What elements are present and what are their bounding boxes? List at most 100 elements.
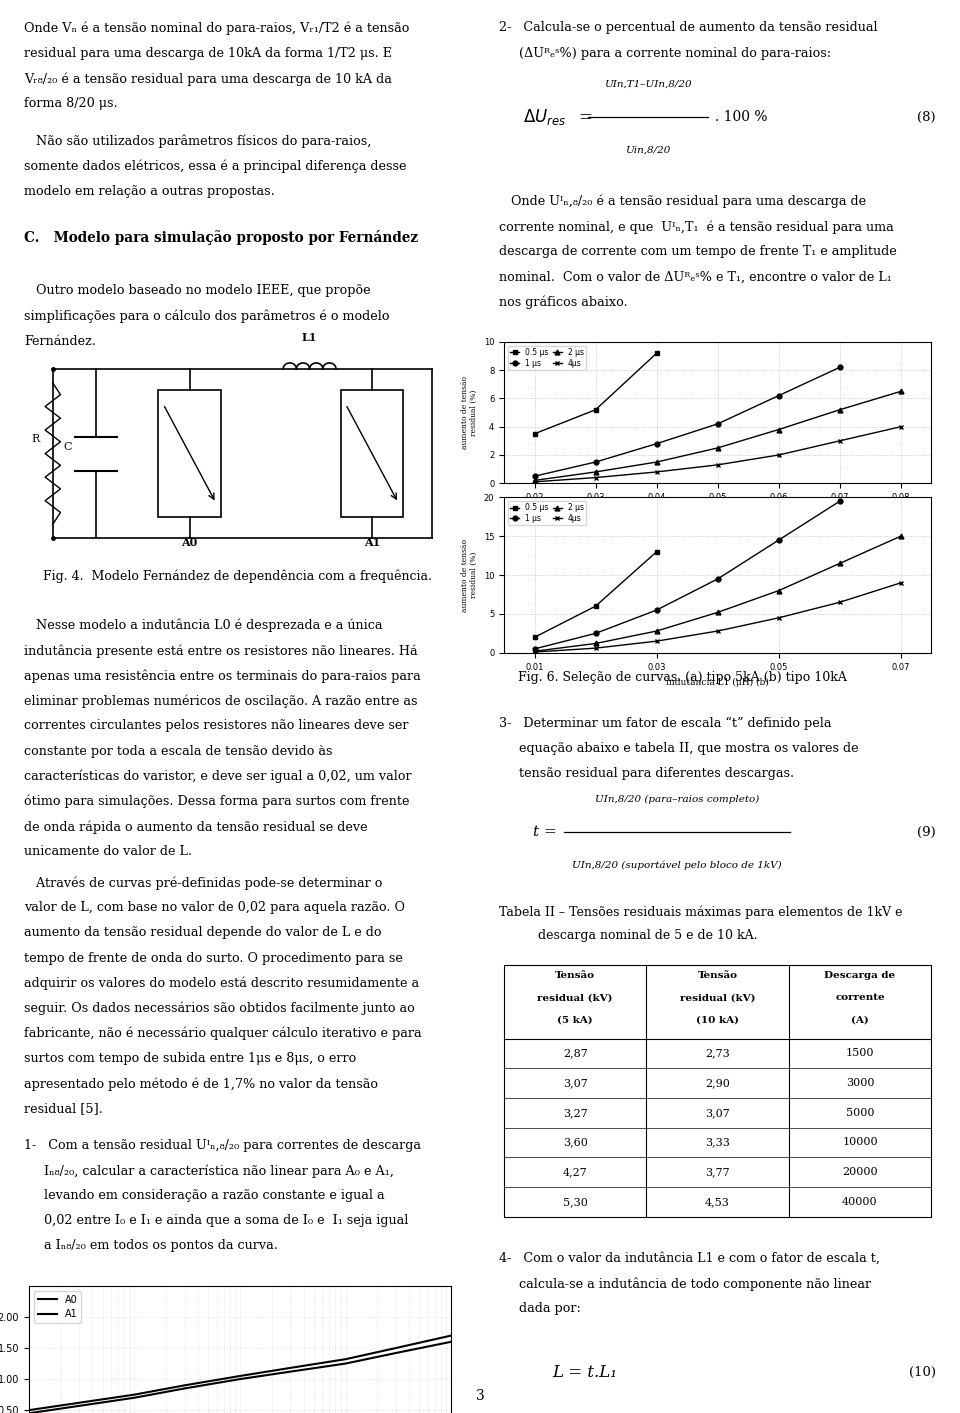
- A0: [179, 1376, 190, 1393]
- 1 μs: [529, 640, 540, 657]
- Y-axis label: aumento de tensão
residual (%): aumento de tensão residual (%): [461, 538, 478, 612]
- Text: UIn,T1–UIn,8/20: UIn,T1–UIn,8/20: [604, 81, 691, 89]
- Text: 3,77: 3,77: [706, 1167, 730, 1177]
- Text: apresentado pelo método é de 1,7% no valor da tensão: apresentado pelo método é de 1,7% no val…: [24, 1077, 378, 1091]
- 1 μs: [589, 454, 601, 471]
- Text: de onda rápida o aumento da tensão residual se deve: de onda rápida o aumento da tensão resid…: [24, 820, 368, 834]
- Text: UIn,8/20 (para–raios completo): UIn,8/20 (para–raios completo): [595, 796, 759, 804]
- Text: Tensão: Tensão: [698, 971, 737, 979]
- Text: modelo em relação a outras propostas.: modelo em relação a outras propostas.: [24, 185, 275, 198]
- Text: tensão residual para diferentes descargas.: tensão residual para diferentes descarga…: [499, 767, 794, 780]
- Text: A0: A0: [181, 537, 198, 548]
- 1 μs: [834, 493, 846, 510]
- X-axis label: indutância L1 (μH) (a): indutância L1 (μH) (a): [666, 507, 769, 517]
- Text: simplificações para o cálculo dos parâmetros é o modelo: simplificações para o cálculo dos parâme…: [24, 309, 390, 324]
- Text: 2,73: 2,73: [706, 1048, 730, 1058]
- Text: forma 8/20 μs.: forma 8/20 μs.: [24, 97, 118, 110]
- 4μs: [529, 473, 540, 490]
- 4μs: [589, 640, 601, 657]
- Text: constante por toda a escala de tensão devido às: constante por toda a escala de tensão de…: [24, 745, 332, 757]
- Text: (10 kA): (10 kA): [696, 1016, 739, 1024]
- 1 μs: [529, 468, 540, 485]
- Text: 3,60: 3,60: [563, 1137, 588, 1147]
- A1: [234, 1371, 246, 1388]
- Text: equação abaixo e tabela II, que mostra os valores de: equação abaixo e tabela II, que mostra o…: [499, 742, 859, 755]
- Text: Iₙ₈/₂₀, calcular a característica não linear para A₀ e A₁,: Iₙ₈/₂₀, calcular a característica não li…: [24, 1164, 394, 1177]
- Line: A0: A0: [29, 1335, 451, 1410]
- 2 μs: [773, 582, 784, 599]
- Text: . 100 %: . 100 %: [715, 110, 768, 124]
- Text: descarga de corrente com um tempo de frente T₁ e amplitude: descarga de corrente com um tempo de fre…: [499, 246, 897, 259]
- Text: aumento da tensão residual depende do valor de L e do: aumento da tensão residual depende do va…: [24, 927, 381, 940]
- Text: $\Delta U_{res}$: $\Delta U_{res}$: [523, 107, 566, 127]
- Text: 0,02 entre I₀ e I₁ e ainda que a soma de I₀ e  I₁ seja igual: 0,02 entre I₀ e I₁ e ainda que a soma de…: [24, 1214, 408, 1228]
- Text: 1-   Com a tensão residual Uᴵₙ,₈/₂₀ para correntes de descarga: 1- Com a tensão residual Uᴵₙ,₈/₂₀ para c…: [24, 1139, 421, 1152]
- A1: [340, 1355, 351, 1372]
- Text: 3000: 3000: [846, 1078, 875, 1088]
- Text: Vᵣ₈/₂₀ é a tensão residual para uma descarga de 10 kA da: Vᵣ₈/₂₀ é a tensão residual para uma desc…: [24, 72, 392, 86]
- Text: (9): (9): [917, 825, 936, 839]
- 4μs: [651, 463, 662, 480]
- 2 μs: [895, 527, 906, 544]
- Text: 2-   Calcula-se o percentual de aumento da tensão residual: 2- Calcula-se o percentual de aumento da…: [499, 21, 877, 34]
- Text: Tensão: Tensão: [555, 971, 595, 979]
- Bar: [504, 965, 931, 1217]
- A0: [23, 1402, 35, 1413]
- 1 μs: [711, 415, 724, 432]
- A1: [23, 1405, 35, 1413]
- Text: Descarga de: Descarga de: [825, 971, 896, 979]
- Bar: [158, 390, 221, 517]
- Text: 40000: 40000: [842, 1197, 877, 1207]
- Text: corrente nominal, e que  Uᴵₙ,T₁  é a tensão residual para uma: corrente nominal, e que Uᴵₙ,T₁ é a tensã…: [499, 220, 894, 233]
- 2 μs: [773, 421, 784, 438]
- Text: 3-   Determinar um fator de escala “t” definido pela: 3- Determinar um fator de escala “t” def…: [499, 716, 831, 729]
- Text: C.   Modelo para simulação proposto por Fernández: C. Modelo para simulação proposto por Fe…: [24, 230, 419, 246]
- 2 μs: [834, 401, 846, 418]
- Text: 4,27: 4,27: [563, 1167, 588, 1177]
- Text: residual (kV): residual (kV): [538, 993, 612, 1002]
- 1 μs: [834, 359, 846, 376]
- Text: 3: 3: [475, 1389, 485, 1403]
- Text: Não são utilizados parâmetros físicos do para-raios,: Não são utilizados parâmetros físicos do…: [24, 134, 372, 148]
- Text: =: =: [578, 109, 591, 126]
- 4μs: [834, 593, 846, 610]
- Text: Tabela II – Tensões residuais máximas para elementos de 1kV e: Tabela II – Tensões residuais máximas pa…: [499, 906, 902, 920]
- Text: seguir. Os dados necessários são obtidos facilmente junto ao: seguir. Os dados necessários são obtidos…: [24, 1002, 415, 1016]
- Text: (A): (A): [852, 1016, 869, 1024]
- Text: unicamente do valor de L.: unicamente do valor de L.: [24, 845, 192, 858]
- 2 μs: [711, 603, 724, 620]
- Line: A1: A1: [29, 1342, 451, 1413]
- Text: descarga nominal de 5 e de 10 kA.: descarga nominal de 5 e de 10 kA.: [538, 930, 757, 942]
- 2 μs: [651, 623, 662, 640]
- Text: 4-   Com o valor da indutância L1 e com o fator de escala t,: 4- Com o valor da indutância L1 e com o …: [499, 1252, 880, 1265]
- Text: (ΔUᴿₑˢ%) para a corrente nominal do para-raios:: (ΔUᴿₑˢ%) para a corrente nominal do para…: [499, 47, 831, 59]
- 2 μs: [711, 439, 724, 456]
- Line: 4μs: 4μs: [532, 424, 903, 485]
- A1: [129, 1389, 140, 1406]
- 0.5 μs: [589, 401, 601, 418]
- Text: correntes circulantes pelos resistores não lineares deve ser: correntes circulantes pelos resistores n…: [24, 719, 409, 732]
- Line: 4μs: 4μs: [532, 581, 903, 654]
- Text: surtos com tempo de subida entre 1μs e 8μs, o erro: surtos com tempo de subida entre 1μs e 8…: [24, 1053, 356, 1065]
- Text: valor de L, com base no valor de 0,02 para aquela razão. O: valor de L, com base no valor de 0,02 pa…: [24, 901, 405, 914]
- 4μs: [711, 623, 724, 640]
- Legend: A0, A1: A0, A1: [34, 1290, 82, 1324]
- Text: (10): (10): [909, 1365, 936, 1379]
- Text: (8): (8): [918, 110, 936, 124]
- Text: 3,07: 3,07: [563, 1078, 588, 1088]
- 2 μs: [651, 454, 662, 471]
- 1 μs: [651, 435, 662, 452]
- Text: dada por:: dada por:: [499, 1303, 581, 1316]
- Text: a Iₙ₈/₂₀ em todos os pontos da curva.: a Iₙ₈/₂₀ em todos os pontos da curva.: [24, 1239, 277, 1252]
- Text: 3,33: 3,33: [706, 1137, 730, 1147]
- Text: L = t.L₁: L = t.L₁: [552, 1364, 617, 1381]
- 2 μs: [589, 634, 601, 651]
- Text: residual (kV): residual (kV): [680, 993, 756, 1002]
- Text: Fernández.: Fernández.: [24, 335, 96, 348]
- Text: 5,30: 5,30: [563, 1197, 588, 1207]
- A0: [340, 1351, 351, 1368]
- Text: nos gráficos abaixo.: nos gráficos abaixo.: [499, 295, 628, 309]
- Text: levando em consideração a razão constante e igual a: levando em consideração a razão constant…: [24, 1190, 385, 1202]
- Text: fabricante, não é necessário qualquer cálculo iterativo e para: fabricante, não é necessário qualquer cá…: [24, 1027, 421, 1040]
- Text: Através de curvas pré-definidas pode-se determinar o: Através de curvas pré-definidas pode-se …: [24, 876, 382, 890]
